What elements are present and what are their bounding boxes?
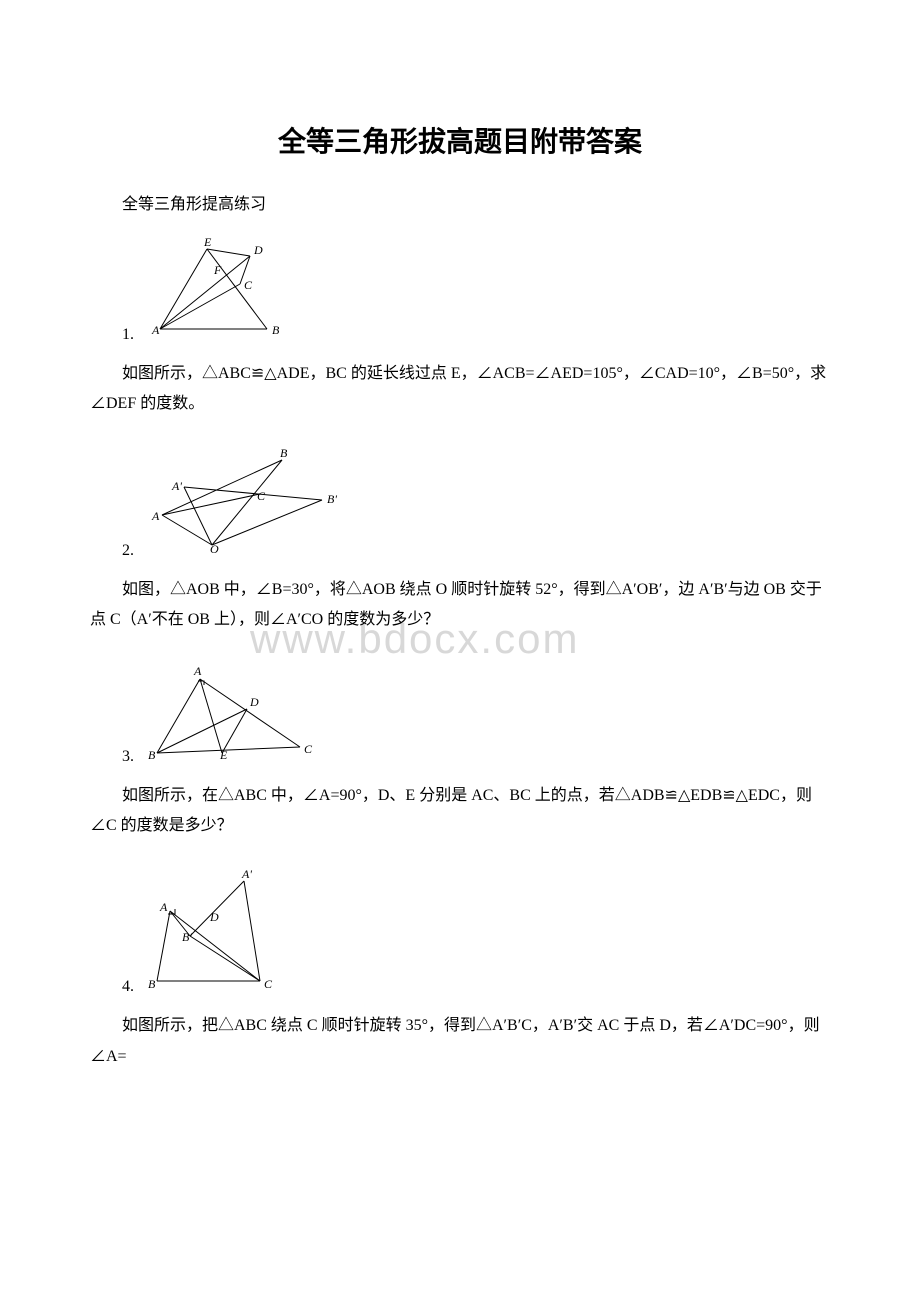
subtitle-text: 全等三角形提高练习 [90, 190, 830, 214]
problem-text: 如图所示，把△ABC 绕点 C 顺时针旋转 35°，得到△A′B′C，A′B′交… [90, 1011, 830, 1072]
svg-text:B: B [272, 323, 280, 337]
problem-4: 4. A' A D B' B C 如图所示，把△ABC 绕点 C 顺时针旋转 35°，得到… [90, 866, 830, 1072]
svg-text:F: F [213, 263, 222, 277]
problem-number: 4. [90, 978, 134, 996]
svg-text:A': A' [171, 479, 182, 493]
svg-text:O: O [210, 542, 219, 556]
svg-text:A: A [151, 323, 160, 337]
svg-text:D: D [249, 695, 259, 709]
svg-text:D: D [209, 910, 219, 924]
svg-text:A: A [159, 900, 168, 914]
svg-text:B: B [148, 977, 156, 991]
svg-text:C: C [264, 977, 273, 991]
problem-number: 2. [90, 542, 134, 560]
svg-text:B': B' [182, 930, 192, 944]
svg-text:C: C [257, 489, 266, 503]
problem-text: 如图，△AOB 中，∠B=30°，将△AOB 绕点 O 顺时针旋转 52°，得到… [90, 575, 830, 636]
problem-number: 3. [90, 748, 134, 766]
svg-text:C: C [244, 278, 253, 292]
figure-3: A D B E C [142, 661, 332, 766]
svg-text:C: C [304, 742, 313, 756]
svg-text:A: A [193, 664, 202, 678]
problem-2: 2. B A' C B' A O 如图，△AOB 中，∠B=30°，将△AOB 绕点 O … [90, 445, 830, 636]
problem-number: 1. [90, 326, 134, 344]
svg-text:A': A' [241, 867, 252, 881]
svg-text:E: E [203, 235, 212, 249]
problem-text: 如图所示，在△ABC 中，∠A=90°，D、E 分别是 AC、BC 上的点，若△… [90, 781, 830, 842]
problem-text: 如图所示，△ABC≌△ADE，BC 的延长线过点 E，∠ACB=∠AED=105… [90, 359, 830, 420]
svg-text:B': B' [327, 492, 337, 506]
svg-text:E: E [219, 748, 228, 762]
problem-1: 1. E D F C B A 如图所示，△ABC≌△ADE，BC 的延长线过点 E，∠AC… [90, 234, 830, 420]
document-content: 全等三角形拔高题目附带答案 全等三角形提高练习 1. E D F C B A 如图所示，△… [90, 120, 830, 1072]
svg-text:B: B [148, 748, 156, 762]
page-title: 全等三角形拔高题目附带答案 [90, 120, 830, 160]
svg-text:A: A [151, 509, 160, 523]
svg-text:D: D [253, 243, 263, 257]
svg-text:B: B [280, 446, 288, 460]
figure-4: A' A D B' B C [142, 866, 302, 996]
figure-1: E D F C B A [142, 234, 302, 344]
problem-3: 3. A D B E C 如图所示，在△ABC 中，∠A=90°，D、E 分别是 AC、… [90, 661, 830, 842]
figure-2: B A' C B' A O [142, 445, 352, 560]
